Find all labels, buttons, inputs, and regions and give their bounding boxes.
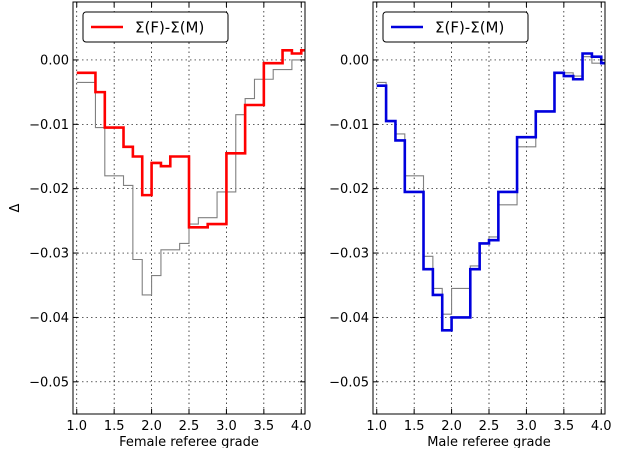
series-line-main <box>76 48 305 229</box>
x-tick-label: 1.0 <box>366 419 387 434</box>
x-tick-label: 3.5 <box>253 419 274 434</box>
x-tick-label: 2.5 <box>479 419 500 434</box>
y-tick-label: −0.02 <box>329 182 369 197</box>
x-tick-label: 4.0 <box>291 419 312 434</box>
y-tick-label: −0.05 <box>29 375 69 390</box>
legend-label: Σ(F)-Σ(M) <box>135 19 204 37</box>
chart-panel-1: 1.0 1.5 2.0 2.5 3.0 3.5 4.0 0.00 −0.01 −0.02 −0.03… <box>8 1 312 450</box>
x-tick-label: 1.5 <box>104 419 125 434</box>
y-tick-label: −0.02 <box>29 182 69 197</box>
y-tick-label: −0.04 <box>29 311 69 326</box>
x-tick-label: 1.0 <box>66 419 87 434</box>
x-tick-label: 3.5 <box>553 419 574 434</box>
legend-box <box>82 11 229 43</box>
y-tick-label: −0.05 <box>329 375 369 390</box>
y-tick-label: −0.03 <box>329 247 369 262</box>
x-axis-label: Female referee grade <box>119 435 259 448</box>
series-line-main <box>376 52 605 332</box>
x-tick-label: 4.0 <box>591 419 612 434</box>
y-tick-label: 0.00 <box>340 53 369 68</box>
y-tick-label: −0.03 <box>29 247 69 262</box>
series-line-reference <box>376 56 605 315</box>
x-tick-label: 2.5 <box>179 419 200 434</box>
y-tick-label: −0.01 <box>29 118 69 133</box>
y-axis-label: Δ <box>8 203 23 212</box>
legend-box <box>382 11 529 43</box>
series-line-reference <box>76 59 305 296</box>
x-tick-label: 2.0 <box>141 419 162 434</box>
x-tick-label: 2.0 <box>441 419 462 434</box>
x-tick-label: 3.0 <box>516 419 537 434</box>
x-tick-label: 3.0 <box>216 419 237 434</box>
chart-panel-2: 1.0 1.5 2.0 2.5 3.0 3.5 4.0 0.00 −0.01 −0.02 −0.03… <box>329 1 612 450</box>
y-tick-label: 0.00 <box>40 53 69 68</box>
x-axis-label: Male referee grade <box>427 435 551 448</box>
plot-frame <box>372 1 606 415</box>
y-tick-label: −0.04 <box>329 311 369 326</box>
y-tick-label: −0.01 <box>329 118 369 133</box>
legend-label: Σ(F)-Σ(M) <box>435 19 504 37</box>
x-tick-label: 1.5 <box>404 419 425 434</box>
